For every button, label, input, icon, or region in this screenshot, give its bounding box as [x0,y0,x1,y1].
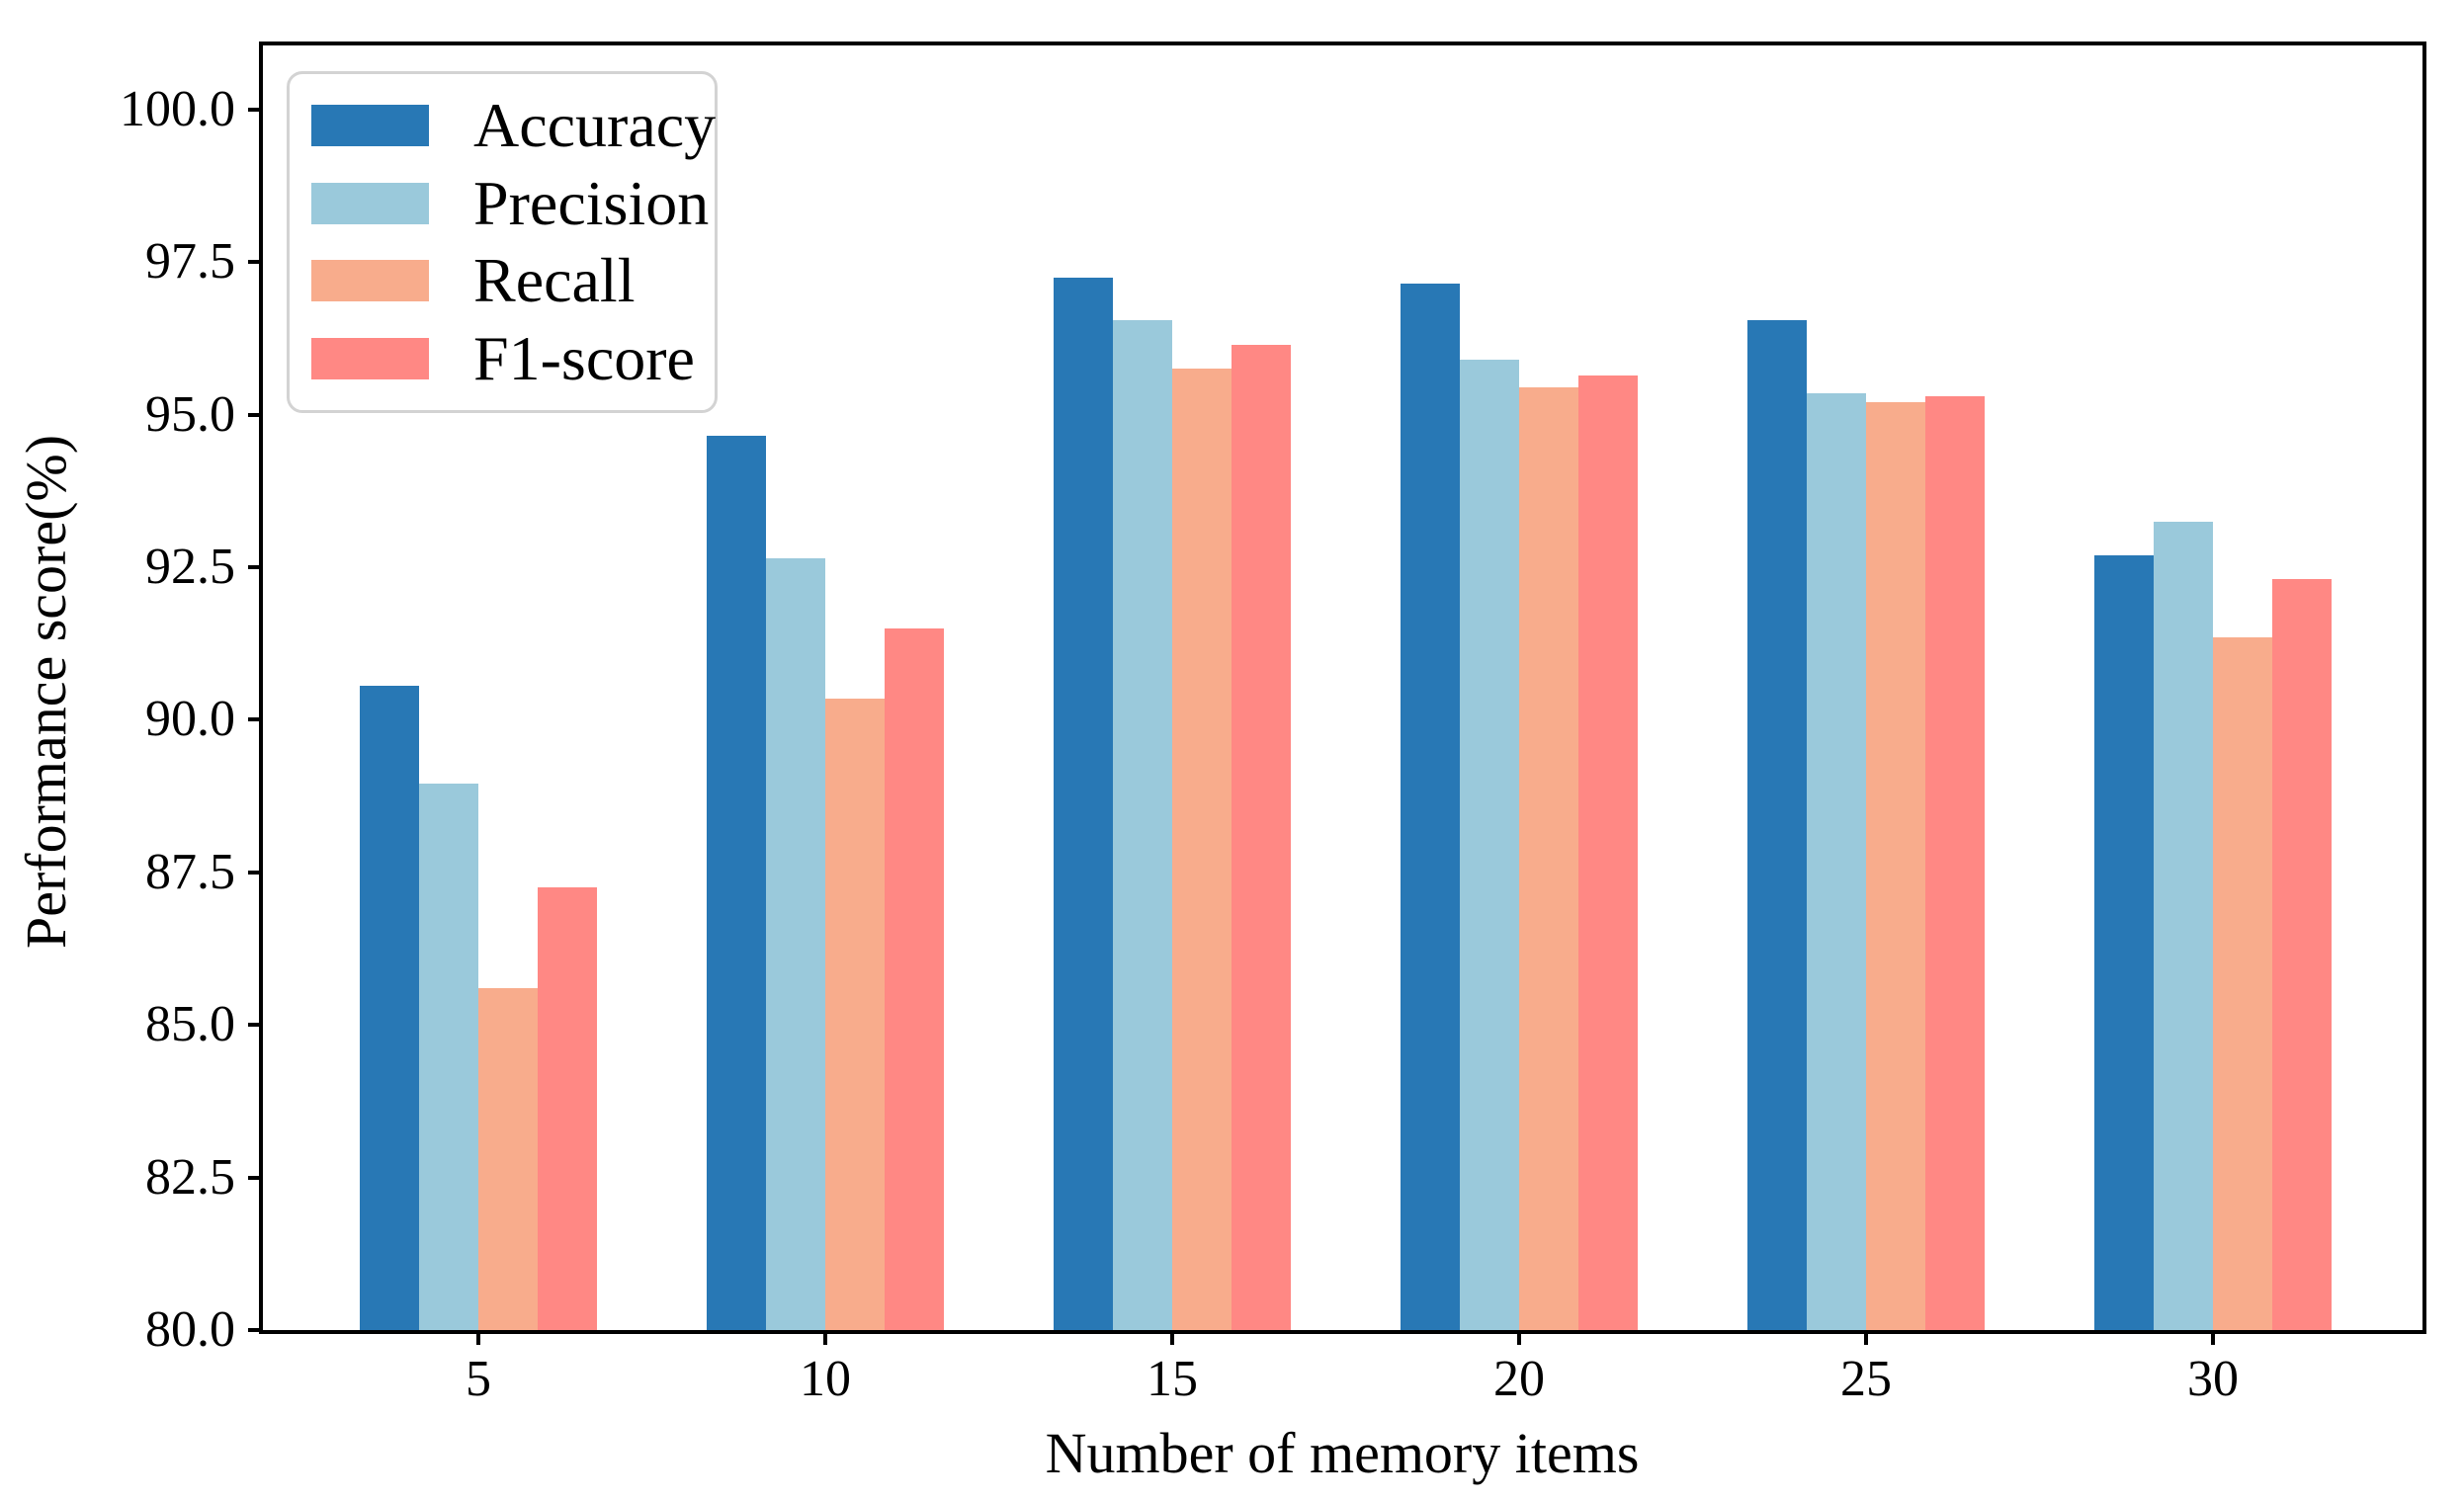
y-tick-label: 85.0 [145,996,235,1053]
plot-area: Accuracy Precision Recall F1-score 5 10 15 20 2… [120,42,2426,1405]
bar-recall-20 [1519,386,1578,1330]
y-tick-mark [248,717,263,722]
bar-recall-30 [2213,637,2272,1330]
bar-accuracy-10 [707,436,766,1330]
x-axis-label: Number of memory items [1045,1421,1640,1485]
bar-f1-score-10 [885,627,944,1330]
legend-label: Recall [473,245,636,316]
y-tick-label: 92.5 [145,539,235,596]
y-tick-mark [248,1023,263,1028]
bar-recall-25 [1866,402,1925,1330]
x-tick-mark [2211,1330,2215,1345]
y-tick-mark [248,1328,263,1332]
bar-accuracy-20 [1401,283,1460,1330]
bar-precision-10 [766,557,825,1330]
bar-recall-5 [478,988,538,1330]
bar-accuracy-5 [360,686,419,1330]
bar-f1-score-30 [2272,579,2332,1330]
legend-swatch-icon [311,182,429,224]
y-tick-label: 95.0 [145,385,235,443]
y-axis-label: Performance score(%) [14,434,78,950]
y-tick-mark [248,260,263,265]
x-tick-mark [823,1330,827,1345]
legend: Accuracy Precision Recall F1-score [287,71,718,413]
x-tick-label: 30 [2187,1351,2239,1407]
bar-recall-15 [1172,369,1232,1330]
legend-swatch-icon [311,337,429,379]
bar-accuracy-15 [1054,277,1113,1330]
y-tick-mark [248,412,263,417]
y-tick-label: 87.5 [145,843,235,900]
y-tick-label: 97.5 [145,233,235,291]
legend-swatch-icon [311,105,429,147]
bar-f1-score-5 [538,887,597,1330]
y-tick-mark [248,1175,263,1180]
x-tick-mark [1864,1330,1868,1345]
x-tick-label: 5 [466,1351,491,1407]
y-tick-label: 80.0 [145,1301,235,1358]
x-tick-label: 20 [1493,1351,1545,1407]
y-tick-mark [248,870,263,875]
plot-inner: Accuracy Precision Recall F1-score 5 10 15 20 2… [120,45,2422,1405]
bar-accuracy-30 [2094,554,2154,1330]
bar-recall-10 [825,698,885,1330]
bar-precision-25 [1807,393,1866,1330]
legend-item-recall: Recall [311,249,715,312]
legend-label: Precision [473,167,710,238]
x-tick-mark [1517,1330,1521,1345]
y-tick-label: 82.5 [145,1148,235,1206]
bar-precision-15 [1113,319,1172,1330]
bar-f1-score-25 [1925,396,1985,1330]
bar-f1-score-15 [1232,344,1291,1330]
legend-item-f1-score: F1-score [311,322,715,393]
legend-swatch-icon [311,260,429,302]
bar-precision-5 [419,784,478,1330]
x-tick-mark [476,1330,480,1345]
x-tick-label: 25 [1840,1351,1892,1407]
bar-accuracy-25 [1747,319,1807,1330]
legend-item-accuracy: Accuracy [311,90,717,161]
y-tick-label: 100.0 [120,80,235,137]
y-tick-label: 90.0 [145,691,235,748]
legend-item-precision: Precision [311,167,715,238]
bar-f1-score-20 [1578,375,1638,1330]
x-tick-label: 15 [1147,1351,1198,1407]
legend-label: F1-score [473,322,695,393]
bar-precision-30 [2154,521,2213,1330]
bar-precision-20 [1460,360,1519,1330]
x-tick-mark [1170,1330,1174,1345]
y-tick-mark [248,107,263,112]
y-tick-mark [248,565,263,570]
x-tick-label: 10 [800,1351,851,1407]
legend-label: Accuracy [473,90,717,161]
